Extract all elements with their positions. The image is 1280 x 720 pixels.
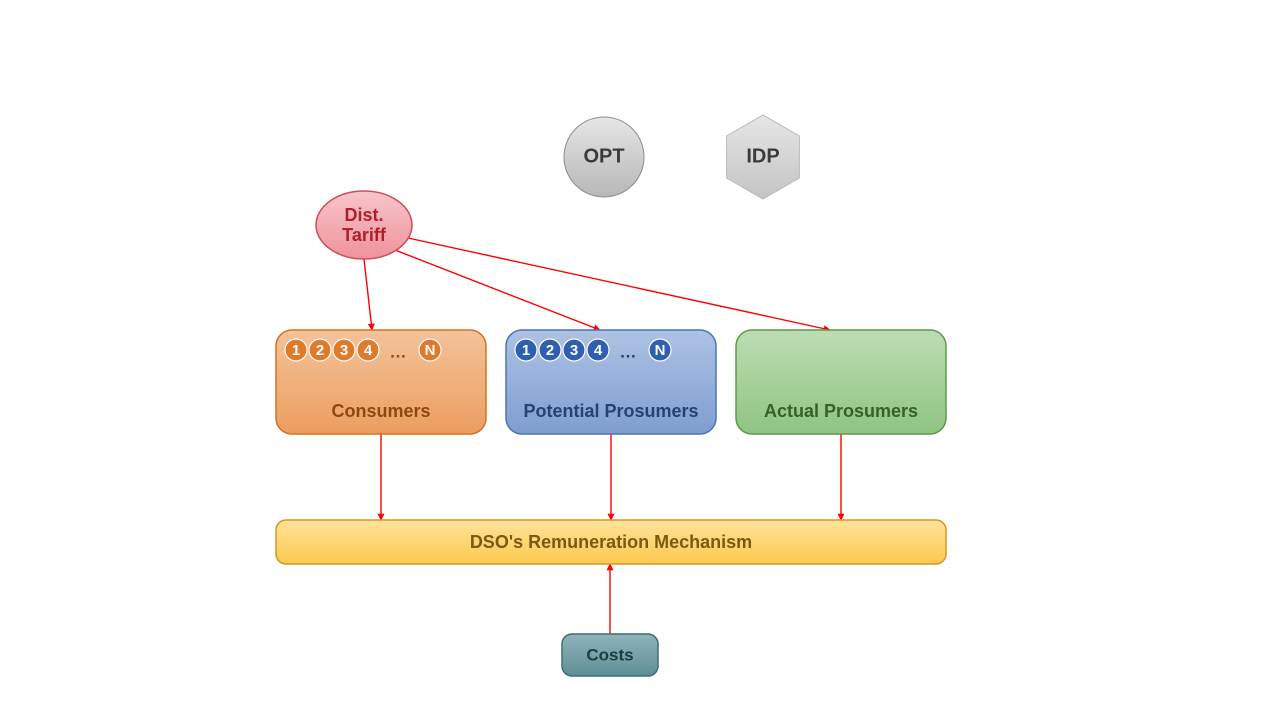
- potential-badge-2-label: 2: [546, 342, 554, 359]
- costs-label: Costs: [586, 645, 633, 664]
- potential-badge-ellipsis: …: [620, 343, 637, 362]
- potential-badge-3-label: 3: [570, 342, 578, 359]
- consumers-badge-2-label: 2: [316, 342, 324, 359]
- node-consumers: Consumers 1234 … N: [276, 330, 486, 434]
- potential-badge-N-label: N: [655, 342, 666, 359]
- consumers-badge-3-label: 3: [340, 342, 348, 359]
- node-tariff: Dist.Tariff: [316, 191, 412, 259]
- edges-layer: [364, 238, 841, 634]
- node-idp: IDP: [727, 115, 800, 199]
- edge-tariff-to-potential: [395, 250, 600, 330]
- node-actual: Actual Prosumers: [736, 330, 946, 434]
- consumers-badge-1-label: 1: [292, 342, 300, 359]
- node-potential: Potential Prosumers 1234 … N: [506, 330, 716, 434]
- consumers-badge-N-label: N: [425, 342, 436, 359]
- potential-label: Potential Prosumers: [523, 401, 698, 421]
- opt-label: OPT: [583, 145, 624, 167]
- consumers-badge-ellipsis: …: [390, 343, 407, 362]
- tariff-label-2: Tariff: [342, 225, 387, 245]
- idp-label: IDP: [746, 145, 779, 167]
- node-costs: Costs: [562, 634, 658, 676]
- potential-badge-1-label: 1: [522, 342, 530, 359]
- potential-badge-4-label: 4: [594, 342, 603, 359]
- dso-label: DSO's Remuneration Mechanism: [470, 532, 752, 552]
- consumers-label: Consumers: [331, 401, 430, 421]
- consumers-badge-4-label: 4: [364, 342, 373, 359]
- node-opt: OPT: [564, 117, 644, 197]
- edge-tariff-to-actual: [408, 238, 830, 330]
- edge-tariff-to-consumers: [364, 259, 372, 330]
- actual-label: Actual Prosumers: [764, 401, 918, 421]
- node-dso: DSO's Remuneration Mechanism: [276, 520, 946, 564]
- tariff-label-1: Dist.: [344, 205, 383, 225]
